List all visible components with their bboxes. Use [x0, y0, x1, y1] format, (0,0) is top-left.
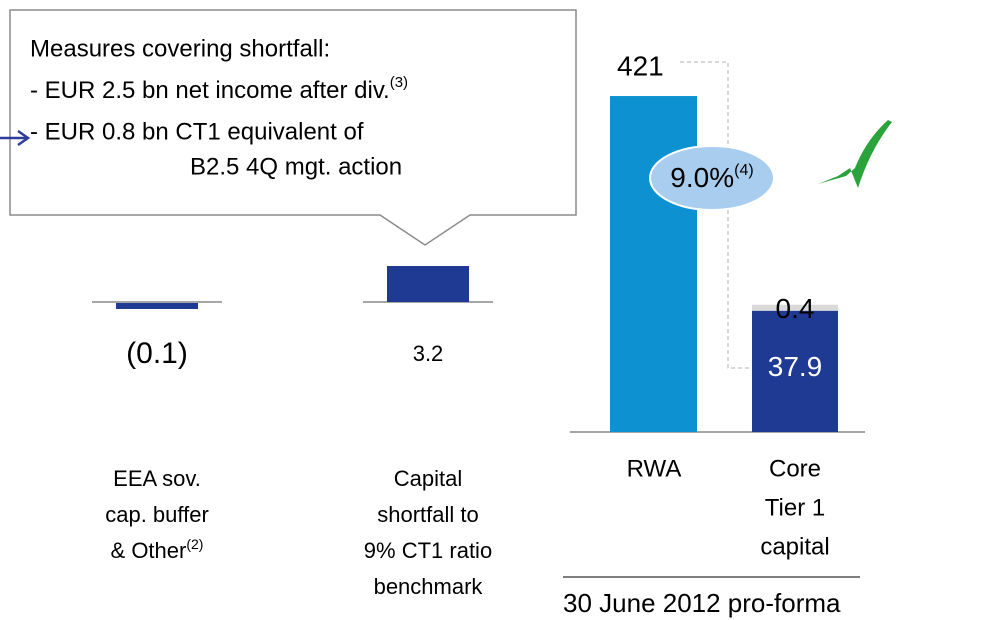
category-label: capital — [760, 533, 829, 560]
callout-heading: Measures covering shortfall: — [30, 35, 330, 62]
bar-segment — [752, 304, 838, 311]
footnote: (4) — [734, 162, 754, 179]
category-label: shortfall to — [377, 502, 479, 527]
category-label: benchmark — [374, 574, 484, 599]
check-mark — [818, 120, 892, 188]
category-label: Tier 1 — [765, 494, 825, 521]
category-label: 9% CT1 ratio — [364, 538, 492, 563]
category-label: Core — [769, 455, 821, 482]
bracket — [680, 61, 750, 369]
value-label: 37.9 — [768, 351, 823, 382]
category-label: & Other(2) — [111, 536, 204, 563]
bar — [610, 96, 697, 433]
callout-item: - EUR 2.5 bn net income after div.(3) — [30, 74, 408, 104]
value-label: 3.2 — [413, 341, 444, 366]
value-label: 421 — [617, 50, 664, 81]
category-label: Capital — [394, 466, 462, 491]
value-label: (0.1) — [126, 337, 188, 370]
callout-item: - EUR 0.8 bn CT1 equivalent of — [30, 118, 364, 145]
ratio-bubble — [649, 145, 775, 211]
bar — [116, 303, 198, 309]
value-label: 0.4 — [776, 293, 815, 324]
arrow-head — [17, 129, 31, 147]
category-label: cap. buffer — [105, 502, 209, 527]
callout-box — [9, 9, 577, 246]
group-title: 30 June 2012 pro-forma — [563, 588, 841, 618]
category-label: EEA sov. — [113, 466, 201, 491]
footnote: (3) — [390, 74, 408, 91]
callout-item: B2.5 4Q mgt. action — [190, 153, 402, 180]
ratio-label: 9.0%(4) — [670, 162, 753, 193]
ratio-value: 9.0% — [670, 162, 734, 193]
category-label: RWA — [627, 455, 682, 482]
bar — [387, 266, 469, 302]
bar-segment — [752, 310, 838, 432]
item-text: - EUR 2.5 bn net income after div. — [30, 77, 390, 104]
footnote: (2) — [186, 536, 203, 552]
